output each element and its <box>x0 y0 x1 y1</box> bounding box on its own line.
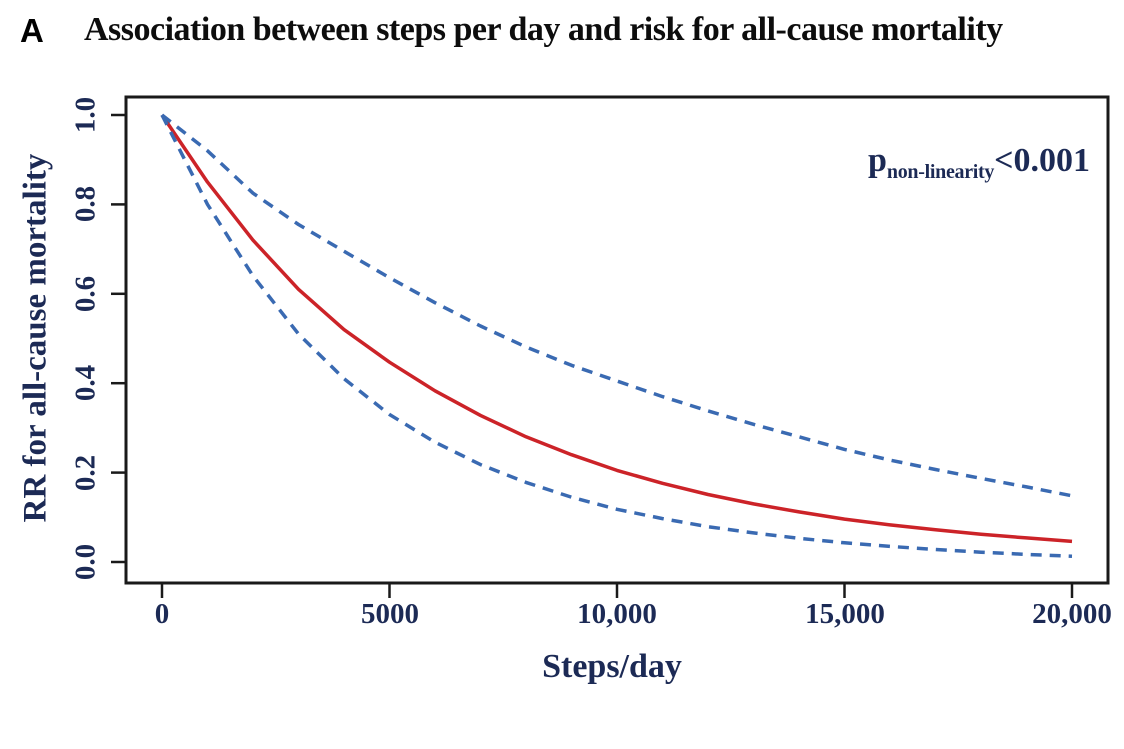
chart-title: Association between steps per day and ri… <box>84 11 1003 48</box>
p-symbol: p <box>867 142 887 179</box>
y-tick-label: 0.4 <box>69 364 102 402</box>
y-tick-label: 1.0 <box>69 96 102 134</box>
x-tick-label: 5000 <box>361 598 419 630</box>
ci-lower-curve <box>160 114 1073 558</box>
y-tick-label: 0.8 <box>69 185 102 223</box>
p-nonlinearity-annotation: pnon-linearity<0.001 <box>867 142 1090 183</box>
x-tick-label: 0 <box>154 598 170 630</box>
p-subscript: non-linearity <box>886 161 995 183</box>
y-tick-label: 0.2 <box>69 454 102 492</box>
ci-upper-curve <box>160 113 1073 498</box>
x-tick-label: 10,000 <box>577 598 657 630</box>
panel-label: A <box>20 12 44 49</box>
x-tick-label: 20,000 <box>1032 598 1112 630</box>
x-axis-title: Steps/day <box>542 648 682 685</box>
y-tick-label: 0.6 <box>69 275 102 313</box>
y-tick-label: 0.0 <box>69 543 102 581</box>
y-axis-title: RR for all-cause mortality <box>17 153 54 523</box>
rr-curve <box>160 114 1073 544</box>
x-tick-label: 15,000 <box>805 598 885 630</box>
p-value: <0.001 <box>994 142 1090 179</box>
